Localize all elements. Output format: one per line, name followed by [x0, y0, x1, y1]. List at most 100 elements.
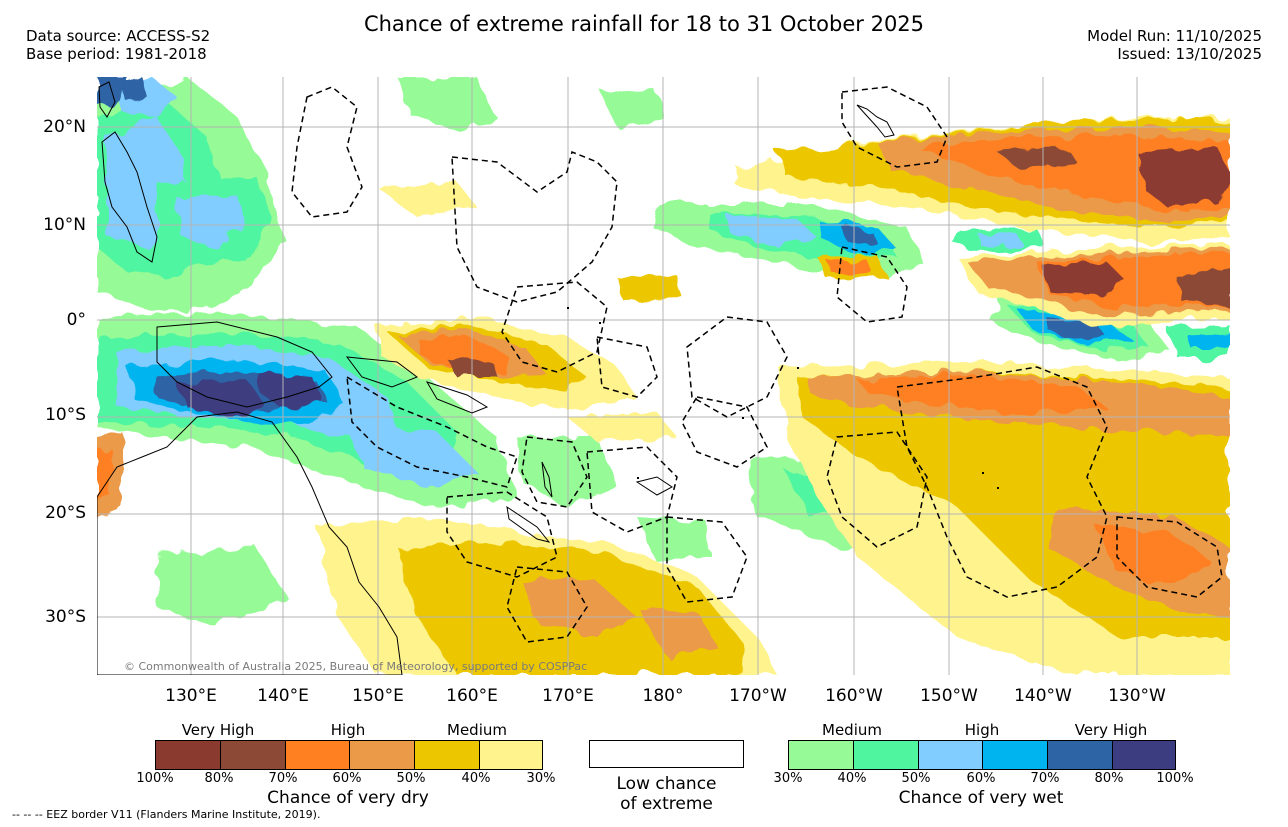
- wet-colorbar: [788, 740, 1176, 770]
- dry-tick-label: 50%: [396, 771, 426, 786]
- wet-swatch-70-80: [1048, 741, 1114, 769]
- wet-tick-label: 80%: [1094, 771, 1124, 786]
- neutral-swatch: [589, 740, 744, 768]
- wet-category-high: High: [964, 721, 1000, 739]
- eez-tokelau-samoa: [681, 396, 768, 468]
- dry-legend-title: Chance of very dry: [267, 788, 429, 808]
- coast-hawaii: [856, 104, 895, 138]
- dry-swatch-60-50: [350, 741, 416, 769]
- lat-label: 30°S: [45, 607, 86, 627]
- eez-cook-islands: [826, 431, 928, 548]
- eez-tonga: [666, 516, 748, 603]
- dry-region-south-east: [777, 362, 1230, 675]
- lon-label: 170°W: [729, 686, 787, 706]
- eez-hawaii: [841, 86, 948, 168]
- eez-marshall-islands: [451, 150, 618, 303]
- coast-philippines: [101, 131, 158, 263]
- small-islands: [567, 307, 999, 489]
- eez-pitcairn: [1116, 516, 1223, 598]
- dry-colorbar: [155, 740, 543, 770]
- neutral-label-line2: of extreme: [620, 794, 713, 814]
- dry-swatch-40-30: [480, 741, 542, 769]
- rainfall-map: [97, 77, 1230, 675]
- wet-swatch-60-70: [983, 741, 1049, 769]
- chart-title: Chance of extreme rainfall for 18 to 31 …: [363, 12, 925, 36]
- wet-tick-label: 70%: [1030, 771, 1060, 786]
- dry-tick-label: 100%: [136, 771, 174, 786]
- dry-swatch-80-70: [220, 741, 286, 769]
- issued-text: Issued: 13/10/2025: [1117, 45, 1262, 63]
- island-dot: [997, 487, 999, 489]
- dry-tick-label: 70%: [268, 771, 298, 786]
- dry-category-very-high: Very High: [181, 721, 255, 739]
- lon-label: 140°W: [1014, 686, 1072, 706]
- island-dot: [637, 477, 639, 479]
- eez-palau-fsm: [291, 86, 363, 218]
- wet-category-very-high: Very High: [1074, 721, 1148, 739]
- lon-label: 130°E: [165, 686, 217, 706]
- wet-tick-label: 40%: [837, 771, 867, 786]
- wet-legend-title: Chance of very wet: [898, 788, 1064, 808]
- dry-tick-label: 60%: [332, 771, 362, 786]
- island-dot: [567, 307, 569, 309]
- dry-tick-label: 30%: [526, 771, 556, 786]
- dry-region-north-east: [737, 117, 1230, 242]
- wet-tick-label: 60%: [966, 771, 996, 786]
- wet-tick-label: 50%: [901, 771, 931, 786]
- header-right: Model Run: 11/10/2025 Issued: 13/10/2025: [1087, 27, 1262, 63]
- coastlines: [97, 81, 895, 675]
- lon-label: 170°E: [542, 686, 594, 706]
- wet-swatch-30-40: [789, 741, 854, 769]
- wet-region-new-guinea: [97, 312, 517, 507]
- island-dot: [742, 417, 744, 419]
- coast-luzon-north: [98, 81, 116, 118]
- coast-new-caledonia: [506, 505, 551, 543]
- lon-label: 180°: [642, 686, 684, 706]
- dry-category-high: High: [330, 721, 366, 739]
- eez-tuvalu: [596, 336, 658, 398]
- dry-region-south-west: [97, 182, 777, 675]
- lat-label: 10°N: [43, 215, 86, 235]
- dry-swatch-50-40: [415, 741, 481, 769]
- coast-vanuatu: [541, 461, 553, 498]
- data-source-text: Data source: ACCESS-S2: [26, 27, 211, 45]
- base-period-text: Base period: 1981-2018: [26, 45, 207, 63]
- dry-tick-label: 40%: [461, 771, 491, 786]
- wet-swatch-80-100: [1113, 741, 1175, 769]
- graticule: [97, 77, 1230, 675]
- island-dot: [599, 322, 601, 324]
- coast-australia: [97, 411, 403, 675]
- wet-tick-label: 100%: [1156, 771, 1194, 786]
- lon-label: 130°W: [1108, 686, 1166, 706]
- eez-borders: [291, 86, 1223, 643]
- lon-label: 160°W: [825, 686, 883, 706]
- neutral-label-line1: Low chance: [616, 774, 717, 794]
- coast-fiji: [635, 476, 673, 496]
- eez-kiribati-line: [836, 246, 908, 323]
- lon-label: 150°E: [352, 686, 404, 706]
- lat-label: 20°S: [45, 503, 86, 523]
- lon-label: 140°E: [257, 686, 309, 706]
- wet-swatch-40-50: [853, 741, 919, 769]
- island-dot: [982, 472, 984, 474]
- wet-swatch-50-60: [918, 741, 984, 769]
- header-left: Data source: ACCESS-S2 Base period: 1981…: [26, 27, 210, 63]
- neutral-legend-label: Low chance of extreme: [589, 774, 744, 814]
- dry-region-equatorial-east: [617, 242, 1230, 327]
- dry-tick-label: 80%: [204, 771, 234, 786]
- lat-label: 0°: [66, 310, 86, 330]
- dry-region-solomon: [377, 317, 637, 412]
- wet-region-equatorial-east: [992, 297, 1230, 362]
- wet-category-medium: Medium: [822, 721, 882, 739]
- coast-new-britain: [345, 356, 419, 388]
- eez-solomon-islands: [346, 375, 518, 488]
- dry-category-medium: Medium: [447, 721, 507, 739]
- eez-kiribati-phoenix: [686, 316, 788, 418]
- wet-tick-label: 30%: [773, 771, 803, 786]
- dry-swatch-100-80: [156, 741, 221, 769]
- eez-new-caledonia: [446, 491, 558, 578]
- coast-new-guinea: [156, 321, 333, 408]
- lon-label: 150°W: [920, 686, 978, 706]
- rainfall-shading: [97, 77, 1230, 675]
- eez-kermadec: [506, 566, 588, 643]
